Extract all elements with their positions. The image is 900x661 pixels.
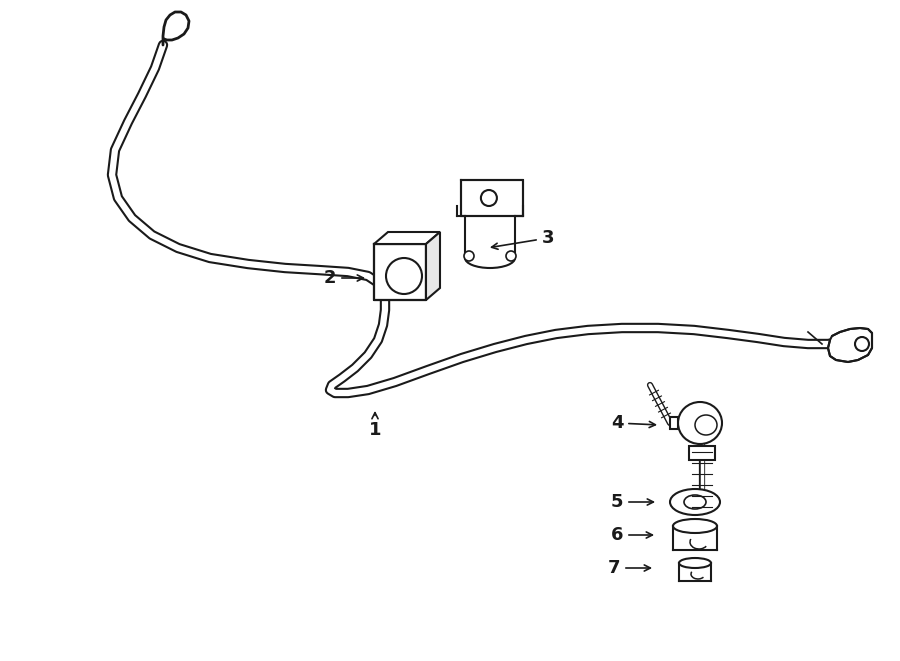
Circle shape: [386, 258, 422, 294]
Polygon shape: [828, 328, 872, 362]
FancyBboxPatch shape: [461, 180, 523, 216]
Circle shape: [506, 251, 516, 261]
Text: 1: 1: [369, 412, 382, 439]
Text: 2: 2: [324, 269, 364, 287]
Circle shape: [464, 251, 474, 261]
FancyBboxPatch shape: [689, 446, 715, 460]
Text: 6: 6: [611, 526, 652, 544]
Circle shape: [481, 190, 497, 206]
Text: 7: 7: [608, 559, 651, 577]
Polygon shape: [670, 417, 678, 429]
Circle shape: [855, 337, 869, 351]
Polygon shape: [426, 232, 440, 300]
Ellipse shape: [695, 415, 717, 435]
Text: 4: 4: [611, 414, 655, 432]
Ellipse shape: [673, 519, 717, 533]
Text: 5: 5: [611, 493, 653, 511]
Ellipse shape: [679, 558, 711, 568]
Ellipse shape: [678, 402, 722, 444]
Text: 3: 3: [491, 229, 554, 249]
Ellipse shape: [684, 495, 706, 509]
Polygon shape: [374, 232, 440, 244]
Ellipse shape: [670, 489, 720, 515]
FancyBboxPatch shape: [374, 244, 426, 300]
